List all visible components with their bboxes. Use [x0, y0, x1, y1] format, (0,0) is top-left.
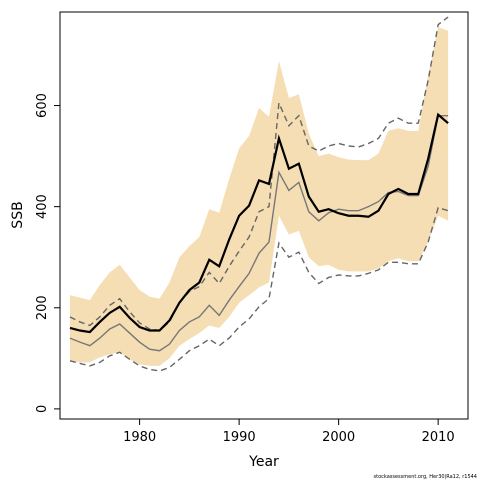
- y-axis-label: SSB: [10, 201, 26, 228]
- y-tick-label: 0: [35, 405, 50, 413]
- plot-frame: [59, 11, 469, 420]
- alternative-estimate-line: [69, 114, 449, 352]
- confidence-band: [69, 27, 449, 366]
- x-tick-label: 2010: [422, 430, 455, 445]
- footer-credit: stockassessment.org, Her30|Ra12, r1544: [374, 474, 477, 480]
- x-tick-label: 1980: [123, 430, 156, 445]
- y-tick-label: 400: [35, 194, 50, 219]
- alternative-upper-line: [69, 16, 449, 332]
- x-axis-label: Year: [248, 454, 279, 470]
- y-tick-label: 600: [35, 93, 50, 118]
- plot-area: [69, 16, 449, 372]
- x-tick-label: 2000: [322, 430, 355, 445]
- y-tick-label: 200: [35, 295, 50, 320]
- y-axis: 0 200 400 600: [35, 93, 60, 413]
- alternative-lower-line: [69, 206, 449, 372]
- x-axis: 1980 1990 2000 2010: [123, 419, 455, 445]
- x-tick-label: 1990: [223, 430, 256, 445]
- estimate-line: [69, 112, 449, 334]
